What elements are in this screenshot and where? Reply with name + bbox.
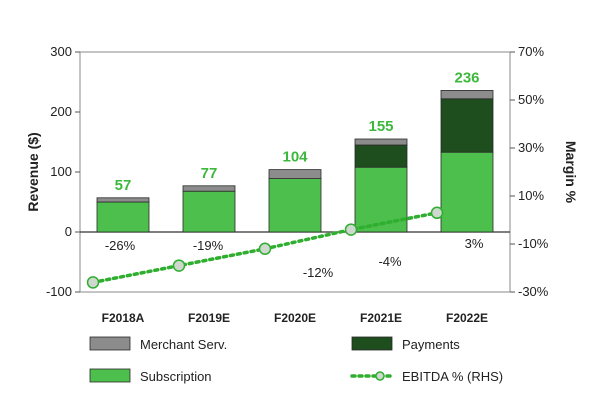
legend-label-ebitda-rhs: EBITDA % (RHS) [402,369,503,384]
legend-swatch-subscription [89,368,131,383]
bar-total-label: 57 [115,177,132,194]
bar-total-label: 155 [368,118,393,135]
bar-segment-merchant-serv [440,90,494,100]
category-label: F2020E [274,311,316,325]
y-tick-label: 300 [50,44,72,59]
bar-segment-merchant-serv [268,169,322,180]
ebitda-label: -12% [303,265,334,280]
category-label: F2018A [102,311,145,325]
y-tick-label: -100 [46,284,72,299]
y2-tick-label: -10% [518,236,549,251]
ebitda-point [344,223,358,236]
y2-tick-label: -30% [518,284,549,299]
category-label: F2021E [360,311,402,325]
y2-tick-label: 30% [518,140,544,155]
y2-tick-label: 10% [518,188,544,203]
ebitda-line: -26% -19% -12% -4% 3% [86,206,484,289]
ebitda-label: 3% [465,236,484,251]
bar-total-label: 104 [282,149,308,166]
legend-label-payments: Payments [402,337,460,352]
bar-total-label: 77 [201,165,218,182]
ebitda-label: -26% [105,238,136,253]
left-axis-ticks: -100 0 100 200 300 [46,44,80,299]
bar-segment-subscription [268,178,322,233]
y2-axis-label: Margin % [563,141,579,204]
ebitda-point [430,206,444,220]
category-label: F2022E [446,311,488,325]
legend-marker-ebitda-rhs [375,371,385,381]
y2-tick-label: 50% [518,92,544,107]
bar-segment-merchant-serv [182,185,236,192]
category-labels: F2018A F2019E F2020E F2021E F2022E [102,311,488,325]
legend: Merchant Serv. Payments Subscription EBITDA… [89,336,503,384]
bars: 57 77 104 155 236 [96,69,494,233]
bar-segment-subscription [96,201,150,233]
right-axis-ticks: -30% -10% 10% 30% 50% 70% [510,44,549,299]
y-tick-label: 200 [50,104,72,119]
bar-segment-payments [354,144,408,168]
bar-segment-subscription [440,151,494,233]
ebitda-label: -19% [193,238,224,253]
bar-segment-merchant-serv [96,197,150,203]
bar-segment-payments [440,98,494,153]
bar-segment-merchant-serv [354,138,408,146]
legend-label-subscription: Subscription [140,369,212,384]
y2-tick-label: 70% [518,44,544,59]
ebitda-label: -4% [378,254,402,269]
category-label: F2019E [188,311,230,325]
ebitda-point [172,259,186,272]
y-tick-label: 100 [50,164,72,179]
legend-label-merchant-serv: Merchant Serv. [140,337,227,352]
y-axis-label: Revenue ($) [25,132,41,211]
legend-swatch-payments [351,336,393,351]
legend-swatch-merchant-serv [89,336,131,351]
bar-total-label: 236 [454,69,479,86]
ebitda-point [258,242,272,256]
y-tick-label: 0 [65,224,72,239]
bar-segment-subscription [182,190,236,233]
ebitda-point [86,276,100,289]
